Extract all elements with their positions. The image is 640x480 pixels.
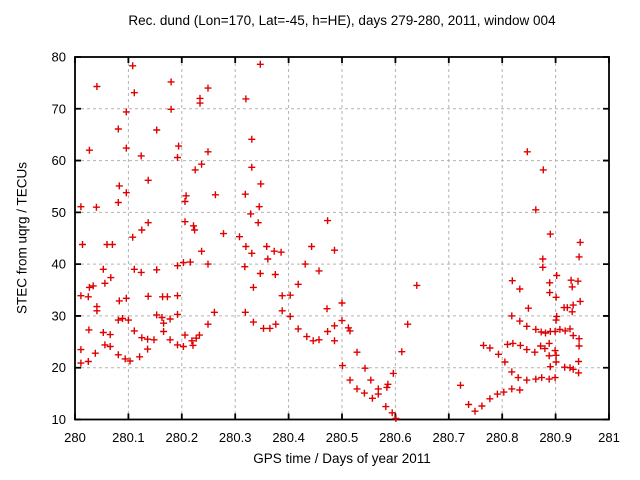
y-tick-label: 80 [52,50,66,65]
data-points [77,60,584,422]
x-tick-label: 280.6 [379,430,412,445]
x-tick-label: 280.5 [326,430,359,445]
x-tick-label: 280.1 [112,430,145,445]
x-tick-labels: 280 280.1 280.2 280.3 280.4 280.5 280.6 280.7 28… [64,430,620,445]
x-tick-label: 280.3 [219,430,252,445]
grid-lines [75,57,609,420]
y-tick-label: 30 [52,308,66,323]
y-tick-labels: 10 20 30 40 50 60 70 80 [52,50,66,428]
x-axis-label: GPS time / Days of year 2011 [253,451,431,466]
chart-title: Rec. dund (Lon=170, Lat=-45, h=HE), days… [128,13,556,28]
x-tick-label: 280.9 [539,430,572,445]
y-tick-label: 10 [52,412,66,427]
y-tick-label: 60 [52,153,66,168]
x-tick-label: 281 [598,430,620,445]
y-axis-label: STEC from uqrg / TECUs [14,161,30,315]
y-tick-label: 20 [52,360,66,375]
y-tick-label: 40 [52,257,66,272]
x-tick-label: 280.8 [486,430,519,445]
y-tick-label: 70 [52,101,66,116]
y-tick-label: 50 [52,205,66,220]
x-tick-label: 280.2 [166,430,199,445]
x-tick-label: 280 [64,430,86,445]
x-tick-label: 280.4 [272,430,305,445]
x-tick-label: 280.7 [433,430,466,445]
